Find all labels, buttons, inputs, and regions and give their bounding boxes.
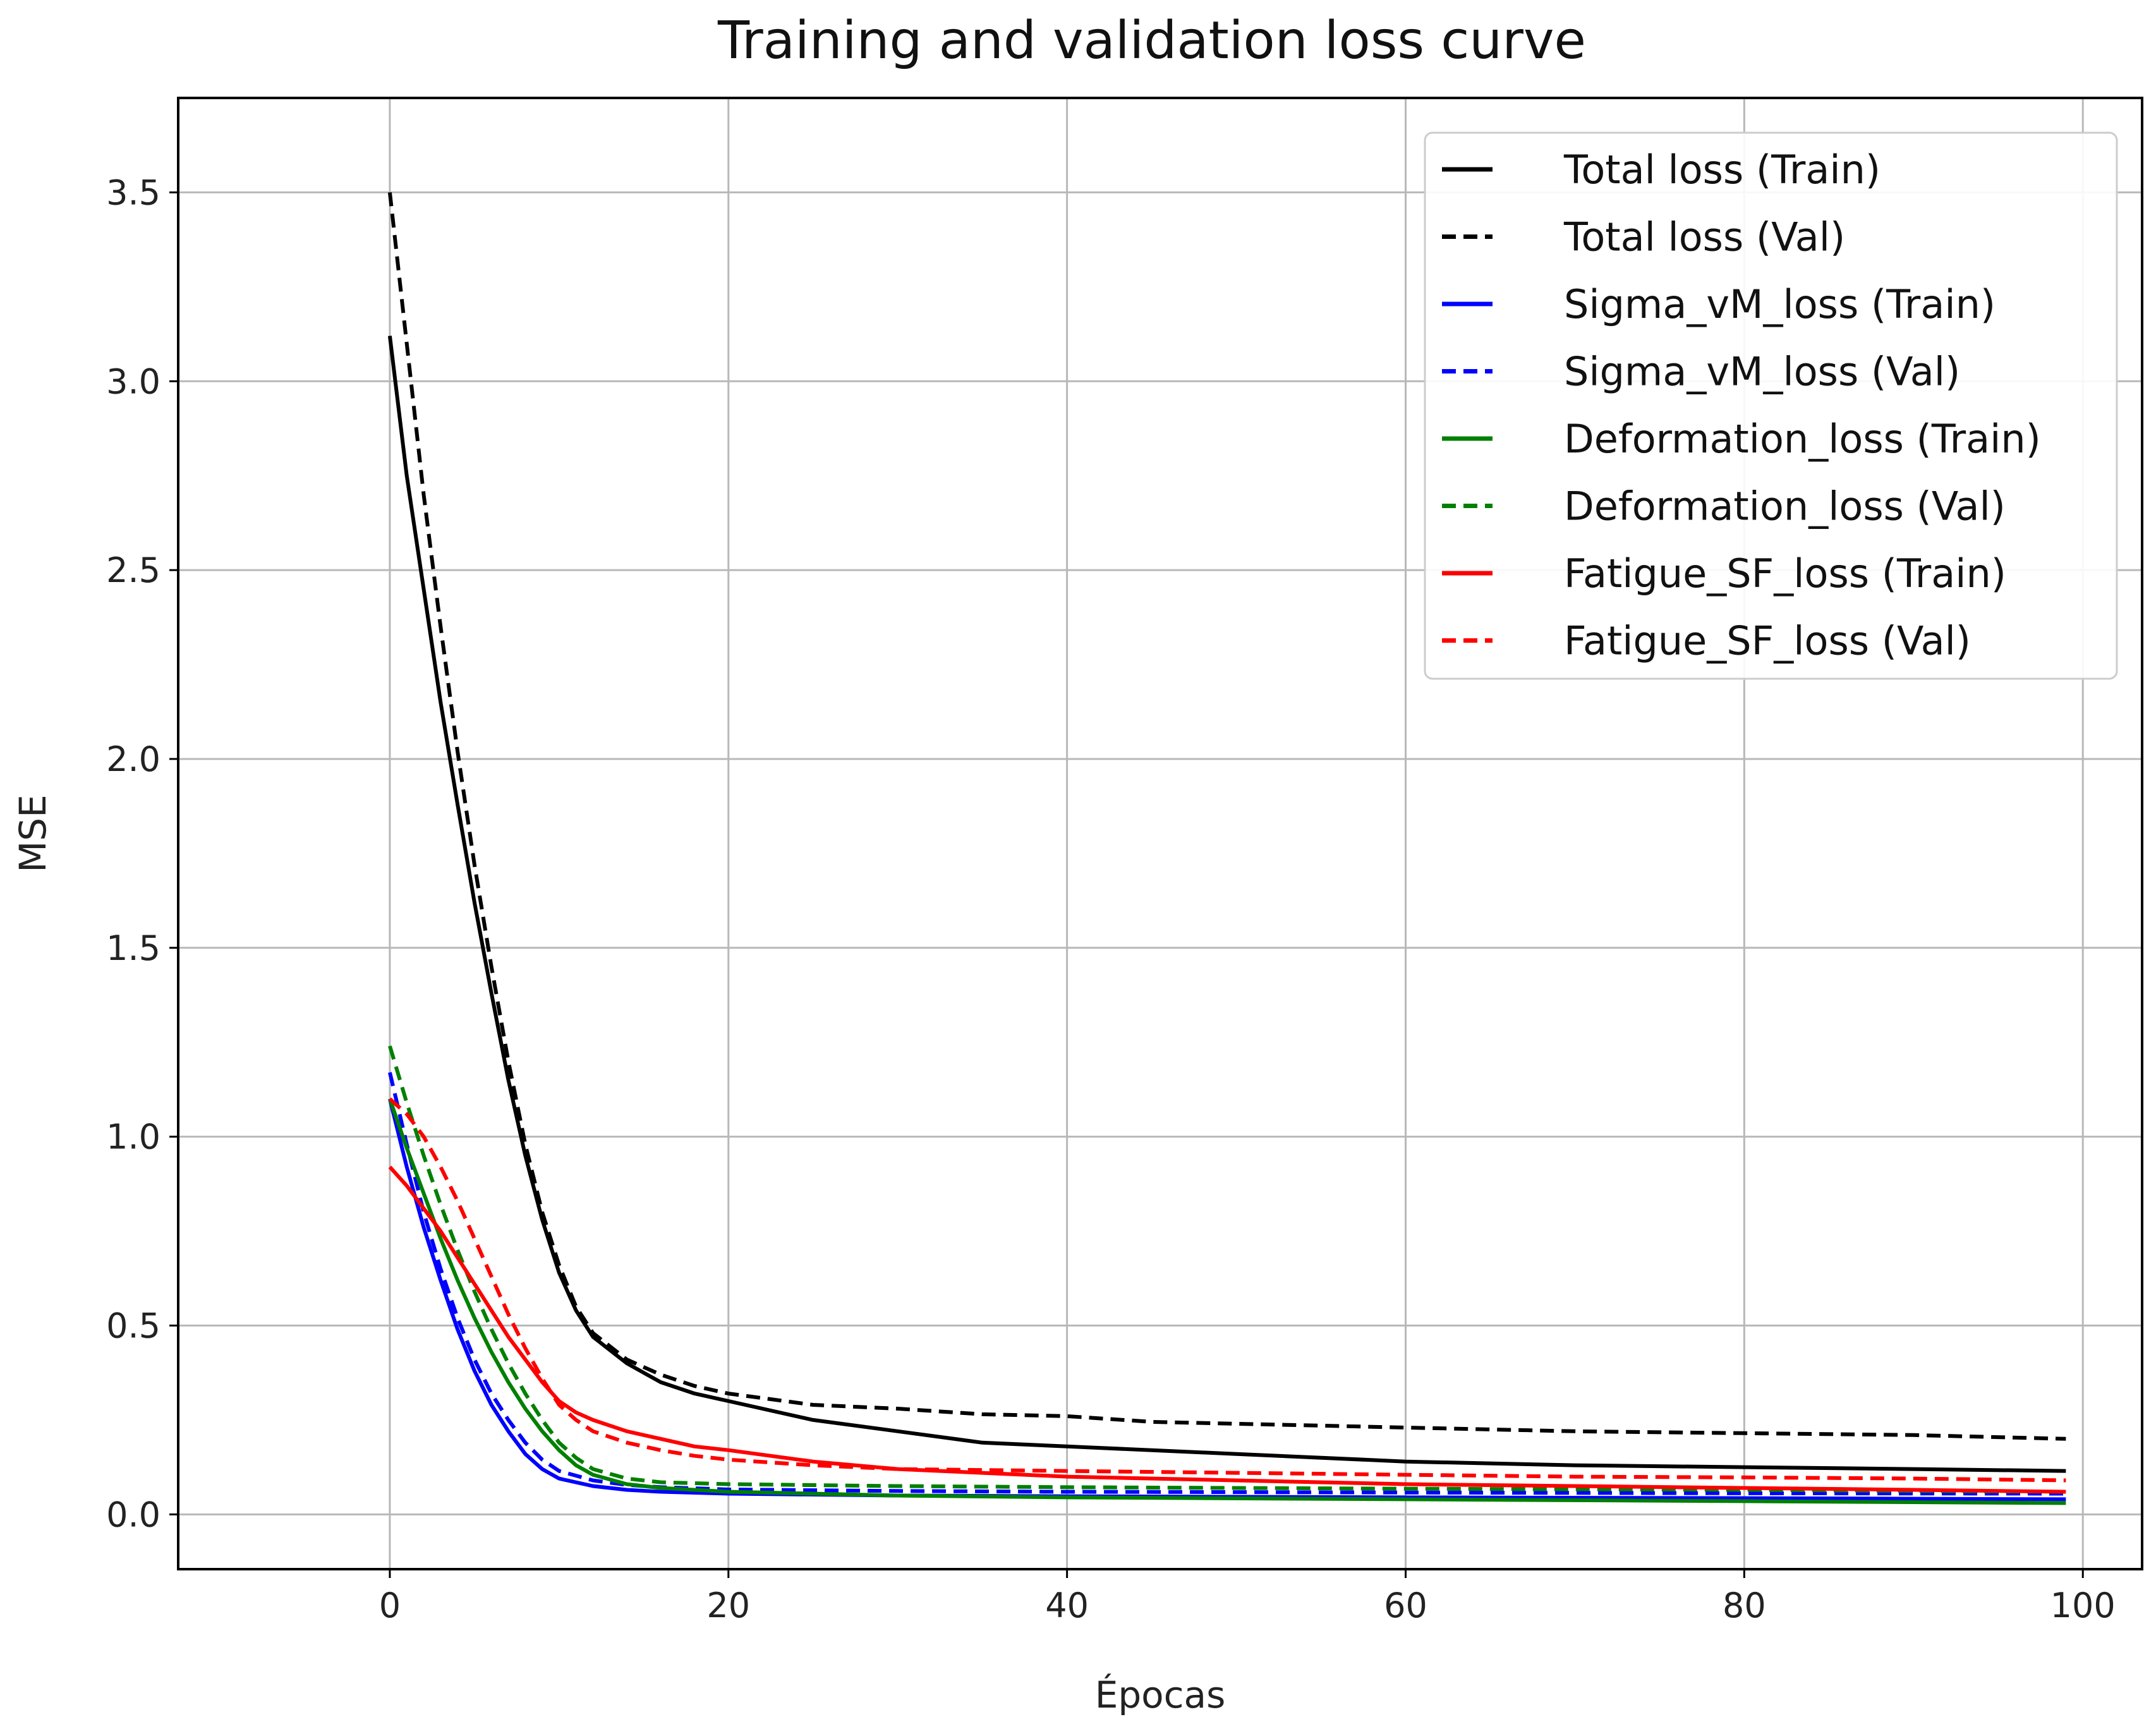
legend-label-deformation-loss-train: Deformation_loss (Train)	[1564, 416, 2041, 462]
x-tick-label: 80	[1723, 1586, 1766, 1625]
legend-label-total-loss-train: Total loss (Train)	[1563, 147, 1880, 193]
legend-box	[1424, 131, 2118, 680]
legend-label-deformation-loss-val: Deformation_loss (Val)	[1564, 483, 2006, 530]
x-tick-label: 100	[2050, 1586, 2116, 1625]
y-tick-label: 0.5	[106, 1306, 160, 1345]
series-line-sigma-vm-loss-val	[387, 1072, 2066, 1496]
x-tick-label: 0	[379, 1586, 401, 1625]
y-tick-label: 0.0	[106, 1495, 160, 1534]
y-tick-label: 3.5	[106, 173, 160, 212]
series-line-fatigue-sf-loss-train	[388, 1165, 2066, 1494]
series-line-fatigue-sf-loss-val	[388, 1097, 2066, 1483]
x-axis-label: Épocas	[1095, 1673, 1226, 1716]
series-line-sigma-vm-loss-train	[387, 1098, 2066, 1502]
axis-ticks: 0 20 40 60 80 100 0.0 0.5 1.0 1.5 2.0 2.5 3.0 3.5	[106, 173, 2116, 1625]
y-tick-label: 3.0	[106, 361, 160, 401]
series-line-total-loss-val	[387, 192, 2066, 1441]
series-lines	[387, 192, 2066, 1505]
series-line-deformation-loss-val	[388, 1045, 2066, 1494]
legend: Total loss (Train) Total loss (Val) Sigma_…	[1424, 131, 2118, 680]
y-tick-label: 1.5	[106, 928, 160, 968]
series-line-deformation-loss-train	[388, 1098, 2066, 1505]
y-tick-label: 1.0	[106, 1117, 160, 1157]
chart-title: Training and validation loss curve	[717, 11, 1586, 71]
y-tick-label: 2.5	[106, 550, 160, 590]
series-line-total-loss-train	[387, 336, 2066, 1473]
plot-frame	[177, 97, 2143, 1570]
legend-label-total-loss-val: Total loss (Val)	[1563, 214, 1845, 260]
legend-label-fatigue-sf-loss-train: Fatigue_SF_loss (Train)	[1564, 550, 2006, 597]
x-tick-label: 40	[1045, 1586, 1089, 1625]
x-tick-label: 60	[1384, 1586, 1427, 1625]
legend-label-sigma-vm-loss-train: Sigma_vM_loss (Train)	[1564, 281, 1996, 327]
y-tick-label: 2.0	[106, 739, 160, 779]
x-tick-label: 20	[706, 1586, 750, 1625]
legend-label-fatigue-sf-loss-val: Fatigue_SF_loss (Val)	[1564, 618, 1971, 664]
y-axis-label: MSE	[11, 794, 54, 873]
legend-items: Total loss (Train) Total loss (Val) Sigma_…	[1442, 147, 2041, 664]
legend-label-sigma-vm-loss-val: Sigma_vM_loss (Val)	[1564, 349, 1960, 395]
